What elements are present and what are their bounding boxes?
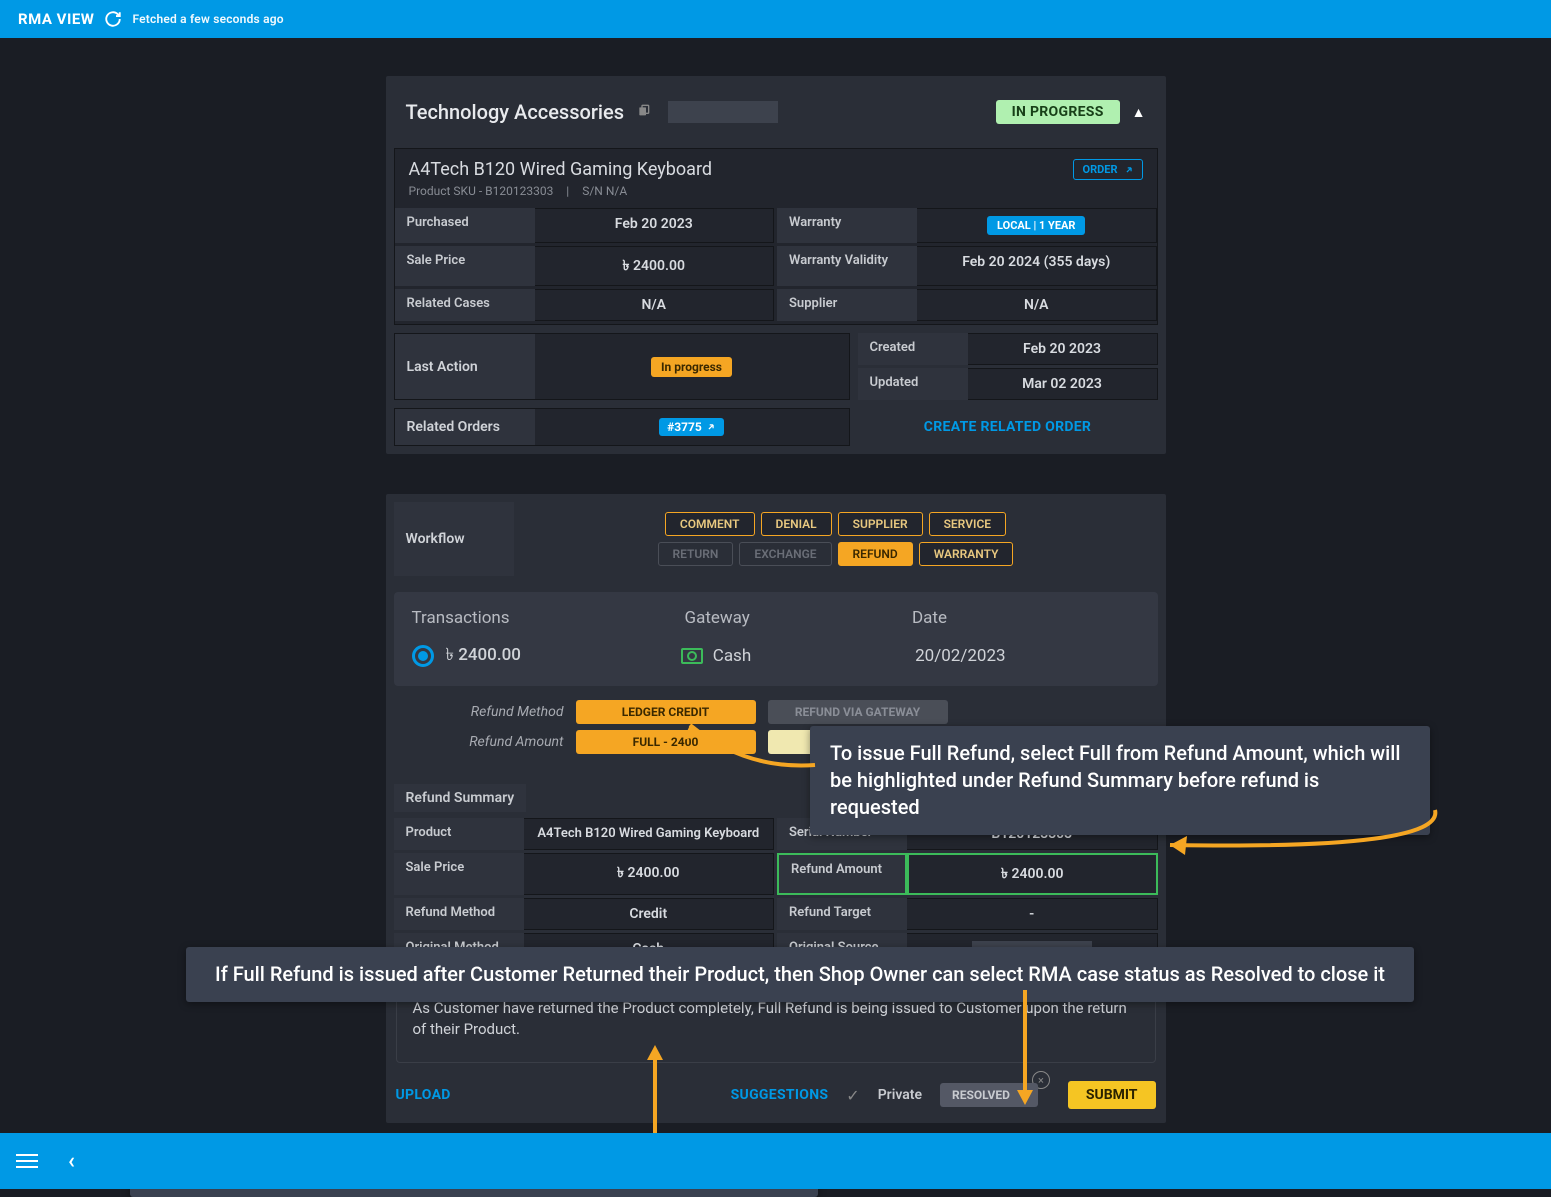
refund-via-gateway-button[interactable]: REFUND VIA GATEWAY — [768, 700, 948, 724]
gateway-header: Gateway — [685, 608, 913, 628]
workflow-exchange-button[interactable]: EXCHANGE — [739, 542, 831, 566]
summary-target-label: Refund Target — [777, 898, 907, 930]
relatedorders-label: Related Orders — [395, 409, 535, 445]
summary-method-label: Refund Method — [394, 898, 524, 930]
warranty-label: Warranty — [777, 208, 917, 243]
summary-saleprice-value: ৳ 2400.00 — [524, 853, 775, 895]
upload-button[interactable]: UPLOAD — [396, 1087, 451, 1103]
workflow-denial-button[interactable]: DENIAL — [761, 512, 832, 536]
summary-product-label: Product — [394, 818, 524, 850]
private-label: Private — [878, 1087, 922, 1103]
workflow-comment-button[interactable]: COMMENT — [665, 512, 755, 536]
rma-panel: Technology Accessories IN PROGRESS ▲ A4T… — [386, 76, 1166, 454]
cash-icon — [681, 648, 703, 664]
workflow-warranty-button[interactable]: WARRANTY — [919, 542, 1014, 566]
validity-value: Feb 20 2024 (355 days) — [917, 246, 1157, 286]
date-header: Date — [912, 608, 1140, 628]
created-label: Created — [858, 333, 968, 365]
warranty-value: LOCAL | 1 YEAR — [917, 208, 1157, 243]
radio-selected-icon[interactable] — [412, 645, 434, 667]
supplier-label: Supplier — [777, 289, 917, 321]
workflow-label: Workflow — [394, 502, 514, 576]
fetched-label: Fetched a few seconds ago — [132, 12, 283, 26]
summary-target-value: - — [907, 898, 1158, 930]
chevron-up-icon: ▲ — [1132, 104, 1146, 121]
updated-value: Mar 02 2023 — [968, 368, 1158, 400]
full-refund-button[interactable]: FULL - 2400 — [576, 730, 756, 754]
suggestions-button[interactable]: SUGGESTIONS — [731, 1087, 829, 1103]
lastaction-chip: In progress — [651, 357, 732, 377]
transaction-date: 20/02/2023 — [905, 646, 1139, 666]
product-block: A4Tech B120 Wired Gaming Keyboard Produc… — [394, 148, 1158, 325]
product-subtitle: Product SKU - B120123303 | S/N N/A — [409, 184, 713, 198]
create-related-order-button[interactable]: CREATE RELATED ORDER — [858, 408, 1158, 446]
status-select[interactable]: RESOLVED — [940, 1083, 1038, 1107]
last-action-row: Last Action In progress — [394, 333, 850, 400]
transaction-gateway: Cash — [713, 646, 751, 666]
relatedcases-value: N/A — [535, 289, 775, 321]
purchased-label: Purchased — [395, 208, 535, 243]
refund-amount-label: Refund Amount — [404, 734, 564, 750]
external-link-icon — [1124, 165, 1134, 175]
external-link-icon — [706, 422, 716, 432]
check-icon[interactable]: ✓ — [846, 1086, 859, 1105]
bottom-bar: ‹ — [0, 1133, 1551, 1189]
workflow-refund-button[interactable]: REFUND — [838, 542, 913, 566]
ledger-credit-button[interactable]: LEDGER CREDIT — [576, 700, 756, 724]
workflow-service-button[interactable]: SERVICE — [929, 512, 1006, 536]
customer-name-redacted — [668, 101, 778, 123]
created-value: Feb 20 2023 — [968, 333, 1158, 365]
summary-refundamt-value: ৳ 2400.00 — [907, 853, 1158, 895]
top-bar: RMA VIEW Fetched a few seconds ago — [0, 0, 1551, 38]
summary-method-value: Credit — [524, 898, 775, 930]
saleprice-value: ৳ 2400.00 — [535, 246, 775, 286]
tooltip-resolved: If Full Refund is issued after Customer … — [186, 947, 1414, 1002]
summary-refundamt-label: Refund Amount — [777, 853, 907, 895]
purchased-value: Feb 20 2023 — [535, 208, 775, 243]
workflow-supplier-button[interactable]: SUPPLIER — [838, 512, 923, 536]
page-title: RMA VIEW — [18, 10, 94, 28]
validity-label: Warranty Validity — [777, 246, 917, 286]
order-link[interactable]: ORDER — [1073, 159, 1142, 180]
back-icon[interactable]: ‹ — [68, 1149, 75, 1174]
tooltip-full-refund: To issue Full Refund, select Full from R… — [810, 726, 1430, 835]
summary-product-value: A4Tech B120 Wired Gaming Keyboard — [524, 818, 775, 850]
refresh-icon[interactable] — [104, 10, 122, 28]
workflow-return-button[interactable]: RETURN — [658, 542, 734, 566]
transactions-block: Transactions Gateway Date ৳ 2400.00 Cash… — [394, 592, 1158, 686]
related-orders-row: Related Orders #3775 — [394, 408, 850, 446]
copy-icon[interactable] — [636, 104, 652, 120]
panel-header: Technology Accessories IN PROGRESS ▲ — [386, 76, 1166, 148]
relatedcases-label: Related Cases — [395, 289, 535, 321]
status-selector[interactable]: IN PROGRESS ▲ — [996, 100, 1146, 124]
supplier-value: N/A — [917, 289, 1157, 321]
status-badge: IN PROGRESS — [996, 100, 1120, 124]
order-number-chip[interactable]: #3775 — [659, 418, 724, 436]
submit-button[interactable]: SUBMIT — [1068, 1081, 1156, 1109]
refund-method-label: Refund Method — [404, 704, 564, 720]
lastaction-label: Last Action — [395, 334, 535, 399]
refund-summary-title: Refund Summary — [394, 784, 527, 812]
product-name: A4Tech B120 Wired Gaming Keyboard — [409, 159, 713, 180]
menu-icon[interactable] — [16, 1154, 38, 1168]
transaction-amount: ৳ 2400.00 — [446, 642, 521, 670]
transaction-row[interactable]: ৳ 2400.00 Cash 20/02/2023 — [412, 642, 1140, 670]
summary-saleprice-label: Sale Price — [394, 853, 524, 895]
saleprice-label: Sale Price — [395, 246, 535, 286]
transactions-header: Transactions — [412, 608, 685, 628]
updated-label: Updated — [858, 368, 968, 400]
category-title: Technology Accessories — [406, 100, 625, 124]
